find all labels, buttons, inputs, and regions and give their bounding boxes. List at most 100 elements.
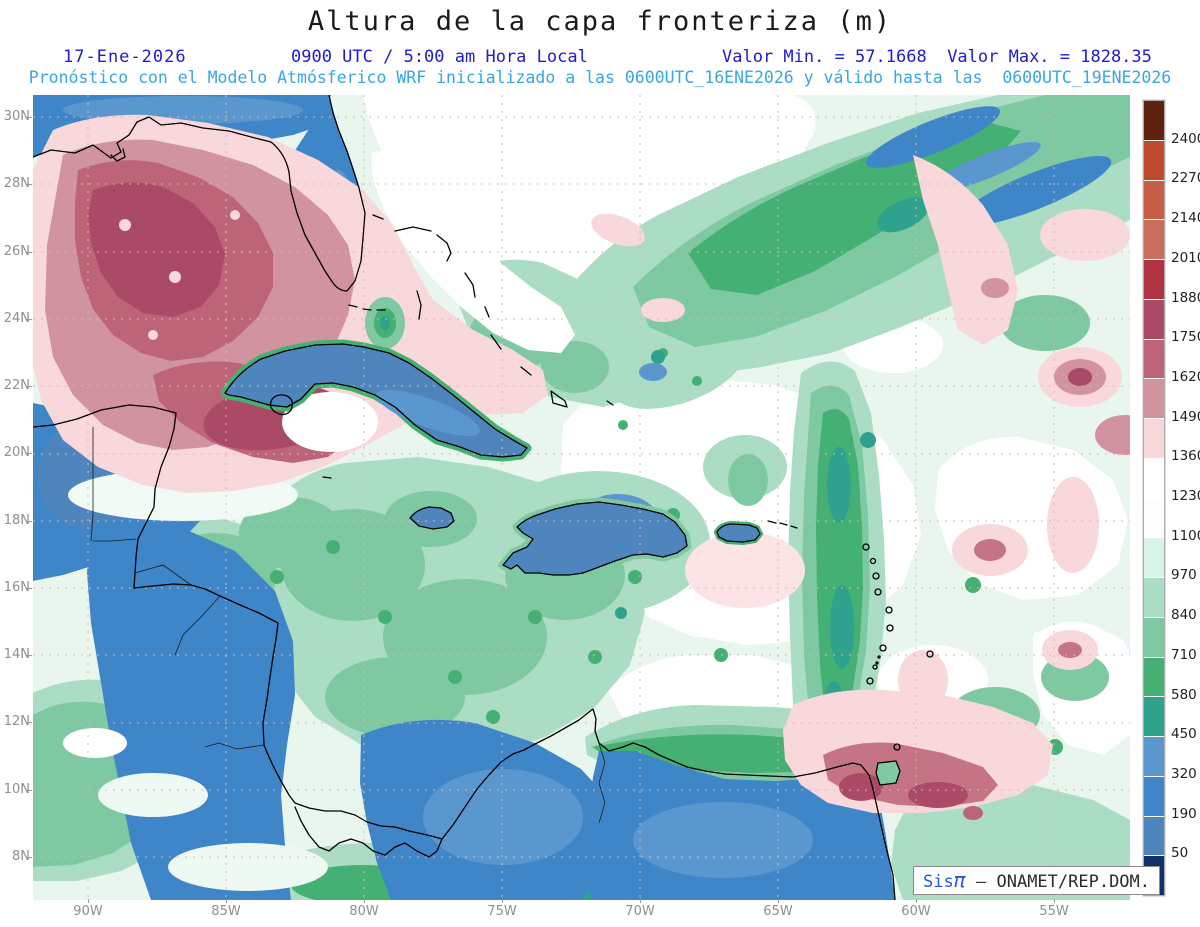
lat-label: 10N (3, 781, 30, 797)
colorbar-segment (1144, 140, 1164, 181)
lat-tick (27, 184, 32, 186)
colorbar-label: 1620 (1171, 368, 1200, 385)
lat-label: 14N (3, 647, 30, 663)
colorbar-segment (1144, 776, 1164, 817)
colorbar-label: 2270 (1171, 170, 1200, 187)
colorbar-label: 320 (1171, 765, 1197, 782)
lon-label: 55W (1039, 904, 1069, 919)
colorbar-segment (1144, 339, 1164, 380)
map-area (32, 94, 1155, 909)
colorbar-segment (1144, 617, 1164, 658)
minmax-values: Valor Min. = 57.1668 Valor Max. = 1828.3… (722, 47, 1152, 67)
lat-tick (27, 655, 32, 657)
colorbar-label: 1100 (1171, 527, 1200, 544)
lat-label: 18N (3, 512, 30, 528)
colorbar-label: 710 (1171, 646, 1197, 663)
colorbar-segment (1144, 697, 1164, 737)
lon-label: 90W (73, 904, 103, 919)
colorbar-segment (1144, 816, 1164, 857)
map-canvas (32, 94, 1155, 909)
lon-tick (88, 899, 89, 903)
lat-label: 8N (12, 848, 30, 864)
subtitle-row: 17-Ene-2026 0900 UTC / 5:00 am Hora Loca… (0, 47, 1200, 67)
valid-time: 0900 UTC / 5:00 am Hora Local (291, 47, 588, 67)
lat-label: 12N (3, 714, 30, 730)
lon-label: 85W (211, 904, 241, 919)
lat-label: 26N (3, 243, 30, 259)
colorbar-segment (1144, 737, 1164, 777)
lat-label: 16N (3, 579, 30, 595)
watermark: Sisπ – ONAMET/REP.DOM. (913, 866, 1161, 895)
lat-tick (27, 453, 32, 455)
lon-tick (1054, 899, 1055, 903)
valid-date: 17-Ene-2026 (63, 47, 187, 67)
colorbar-segment (1144, 299, 1164, 340)
lat-tick (27, 386, 32, 388)
colorbar-label: 580 (1171, 686, 1197, 703)
colorbar-segment (1144, 498, 1164, 539)
colorbar-segment (1144, 379, 1164, 419)
lon-tick (640, 899, 641, 903)
colorbar-label: 970 (1171, 567, 1197, 584)
colorbar-segment (1144, 657, 1164, 698)
lat-tick (27, 856, 32, 858)
lat-tick (27, 117, 32, 118)
colorbar-label: 840 (1171, 607, 1197, 624)
value-max: Valor Max. = 1828.35 (947, 47, 1152, 67)
lon-tick (364, 899, 365, 903)
colorbar-segment (1144, 458, 1164, 499)
colorbar-label: 1880 (1171, 289, 1200, 306)
lon-label: 70W (625, 904, 655, 919)
lat-tick (27, 587, 32, 589)
colorbar-label: 2010 (1171, 249, 1200, 266)
colorbar (1143, 100, 1165, 896)
lat-label: 30N (3, 109, 30, 124)
colorbar-segment (1144, 220, 1164, 260)
lat-label: 22N (3, 378, 30, 394)
trinidad-fill (876, 761, 900, 785)
lat-tick (27, 318, 32, 320)
colorbar-segment (1144, 538, 1164, 578)
lon-tick (916, 899, 917, 903)
lat-tick (27, 722, 32, 724)
colorbar-label: 1230 (1171, 488, 1200, 504)
colorbar-label: 190 (1171, 805, 1197, 822)
watermark-pi-icon: π (953, 868, 966, 892)
lon-tick (778, 899, 779, 903)
colorbar-segment (1144, 101, 1164, 141)
contour-field (33, 95, 1155, 909)
lat-tick (27, 520, 32, 522)
watermark-brand: Sis (923, 872, 954, 892)
lat-tick (27, 251, 32, 253)
page-title: Altura de la capa fronteriza (m) (307, 6, 893, 37)
lon-label: 80W (349, 904, 379, 919)
colorbar-segment (1144, 180, 1164, 221)
value-min: Valor Min. = 57.1668 (722, 47, 927, 67)
colorbar-label: 2140 (1171, 210, 1200, 227)
lon-tick (502, 899, 503, 903)
model-info-line: Pronóstico con el Modelo Atmósferico WRF… (28, 68, 1172, 87)
lon-label: 75W (487, 904, 517, 919)
country-borders (90, 427, 606, 824)
lat-label: 28N (3, 176, 30, 192)
lon-label: 60W (901, 904, 931, 919)
lat-tick (27, 789, 32, 791)
lon-label: 65W (763, 904, 793, 919)
colorbar-label: 1360 (1171, 448, 1200, 465)
watermark-org: ONAMET/REP.DOM. (996, 872, 1151, 892)
coastlines (32, 94, 934, 901)
colorbar-segment (1144, 419, 1164, 459)
colorbar-label: 450 (1171, 726, 1197, 743)
lat-label: 20N (3, 445, 30, 461)
colorbar-label: 2400 (1171, 130, 1200, 147)
colorbar-label: 50 (1171, 845, 1189, 862)
jamaica-fill (406, 503, 458, 533)
colorbar-label: 1490 (1171, 408, 1200, 425)
colorbar-segment (1144, 578, 1164, 618)
colorbar-segment (1144, 260, 1164, 300)
lon-tick (226, 899, 227, 903)
watermark-separator: – (965, 872, 997, 892)
colorbar-label: 1750 (1171, 329, 1200, 346)
lat-label: 24N (3, 310, 30, 326)
